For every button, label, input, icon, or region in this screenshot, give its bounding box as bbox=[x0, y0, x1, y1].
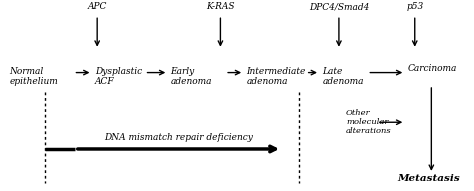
Text: Metastasis: Metastasis bbox=[398, 174, 460, 183]
Text: Normal
epithelium: Normal epithelium bbox=[9, 67, 58, 86]
Text: p53: p53 bbox=[406, 2, 423, 11]
Text: K-RAS: K-RAS bbox=[206, 2, 235, 11]
Text: Carcinoma: Carcinoma bbox=[408, 64, 457, 73]
Text: Other
molecular
alterations: Other molecular alterations bbox=[346, 109, 392, 135]
Text: APC: APC bbox=[88, 2, 107, 11]
Text: DPC4/Smad4: DPC4/Smad4 bbox=[309, 2, 369, 11]
Text: Intermediate
adenoma: Intermediate adenoma bbox=[246, 67, 306, 86]
Text: Late
adenoma: Late adenoma bbox=[322, 67, 364, 86]
Text: DNA mismatch repair deficiency: DNA mismatch repair deficiency bbox=[104, 133, 253, 142]
Text: Early
adenoma: Early adenoma bbox=[171, 67, 212, 86]
Text: Dysplastic
ACF: Dysplastic ACF bbox=[95, 67, 142, 86]
